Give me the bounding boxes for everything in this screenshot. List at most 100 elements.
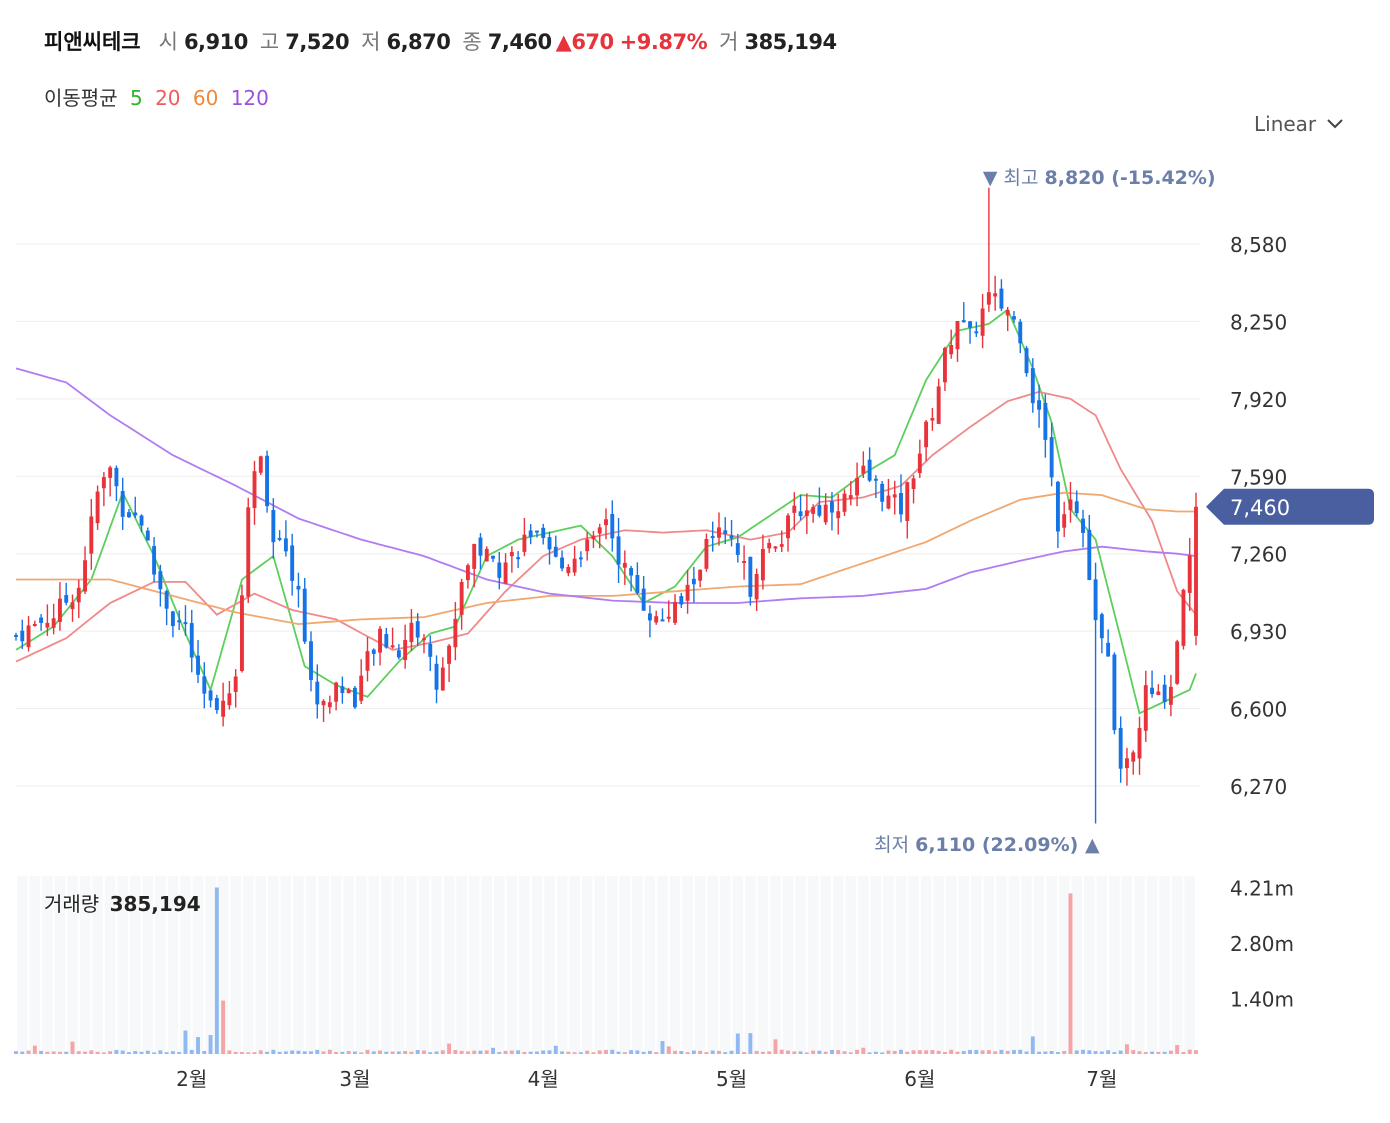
candle-body — [867, 459, 872, 481]
volume-bar — [76, 1051, 81, 1054]
volume-bar — [980, 1050, 985, 1054]
candle-body — [108, 467, 113, 478]
volume-bar — [240, 1051, 244, 1054]
volume-bar — [779, 1049, 784, 1054]
low-annotation-label: 최저 — [874, 834, 915, 856]
candle-body — [604, 519, 608, 526]
ma-legend-5[interactable]: 5 — [129, 86, 143, 110]
candle-body — [748, 556, 753, 597]
candle-body — [685, 584, 690, 601]
volume-background — [15, 876, 1197, 1054]
volume-bar — [1175, 1044, 1180, 1054]
volume-bar — [786, 1050, 790, 1054]
candle-body — [20, 630, 25, 642]
candle-body — [1081, 518, 1085, 533]
candle-body — [516, 557, 521, 560]
candle-body — [572, 558, 577, 573]
volume-bar — [516, 1050, 521, 1054]
volume-bar — [32, 1045, 37, 1054]
candle-body — [1093, 579, 1098, 621]
low-value: 6,870 — [386, 30, 451, 54]
volume-bar — [472, 1050, 477, 1054]
volume-bar — [911, 1050, 916, 1054]
volume-bar — [396, 1051, 401, 1054]
current-price-tag — [1206, 488, 1374, 525]
candle-body — [1175, 641, 1180, 684]
volume-bar — [509, 1050, 514, 1054]
candle-body — [453, 618, 458, 648]
volume-bar — [704, 1052, 709, 1054]
ma-legend-60[interactable]: 60 — [192, 86, 219, 110]
volume-bar — [899, 1049, 903, 1054]
volume-bar — [89, 1050, 94, 1054]
volume-bar — [698, 1050, 703, 1054]
candle-body — [396, 650, 401, 658]
candle-body — [497, 562, 502, 578]
volume-bar — [214, 887, 219, 1054]
volume-bar — [177, 1052, 182, 1054]
volume-bar — [566, 1051, 571, 1054]
candle-body — [754, 573, 759, 600]
candle-body — [880, 483, 885, 502]
candle-body — [208, 690, 213, 701]
candle-body — [691, 578, 696, 585]
candle-body — [968, 321, 972, 328]
volume-bar — [39, 1050, 44, 1054]
volume-bar — [51, 1051, 56, 1054]
volume-bar — [986, 1050, 991, 1054]
candle-body — [365, 651, 370, 671]
volume-bar — [114, 1049, 119, 1054]
candle-body — [1181, 589, 1186, 646]
volume-bar — [673, 1050, 677, 1054]
volume-bar — [252, 1052, 257, 1054]
candle-body — [120, 491, 125, 517]
month-label: 4월 — [528, 1067, 559, 1091]
volume-bar — [359, 1052, 364, 1054]
volume-bar — [660, 1041, 665, 1054]
volume-bar — [999, 1049, 1004, 1054]
candle-body — [591, 535, 596, 540]
candle-body — [127, 512, 131, 518]
candle-body — [384, 634, 389, 648]
volume-bar — [993, 1051, 998, 1054]
volume-bar — [842, 1051, 847, 1054]
volume-bar — [20, 1051, 25, 1054]
candle-body — [1062, 514, 1067, 528]
volume-panel-title: 거래량 — [44, 892, 100, 916]
candle-body — [610, 513, 615, 539]
open-label: 시 — [158, 30, 178, 54]
volume-bar — [1024, 1051, 1029, 1054]
ma-legend-120[interactable]: 120 — [230, 86, 269, 110]
volume-bar — [57, 1051, 62, 1054]
volume-bar — [729, 1050, 734, 1054]
candle-body — [14, 634, 18, 637]
volume-bar — [271, 1049, 276, 1054]
volume-bar — [867, 1052, 872, 1054]
volume-bar — [434, 1051, 439, 1054]
candle-body — [886, 495, 891, 509]
ma-line-5 — [15, 308, 1197, 715]
ma-legend-20[interactable]: 20 — [155, 86, 181, 110]
candle-body — [629, 568, 634, 576]
volume-bar — [1099, 1051, 1104, 1054]
volume-bar — [1187, 1049, 1192, 1054]
volume-bar — [855, 1049, 860, 1054]
volume-bar — [880, 1052, 885, 1054]
scale-selector[interactable]: Linear — [1254, 112, 1344, 136]
current-price-value: 7,460 — [1230, 496, 1290, 520]
candle-body — [735, 543, 740, 555]
volume-bar — [1081, 1049, 1085, 1054]
candle-body — [26, 625, 31, 648]
candle-body — [309, 641, 313, 680]
month-label: 2월 — [176, 1067, 207, 1091]
price-tick-label: 8,580 — [1230, 233, 1287, 257]
candle-body — [265, 455, 270, 507]
candle-body — [32, 624, 37, 627]
candle-body — [911, 478, 916, 490]
low-annotation: 최저 6,110 (22.09%) ▲ — [874, 834, 1100, 856]
price-tick-label: 7,590 — [1230, 465, 1287, 489]
volume-bar — [1125, 1044, 1129, 1054]
volume-bar — [735, 1033, 740, 1054]
candle-body — [986, 292, 991, 305]
